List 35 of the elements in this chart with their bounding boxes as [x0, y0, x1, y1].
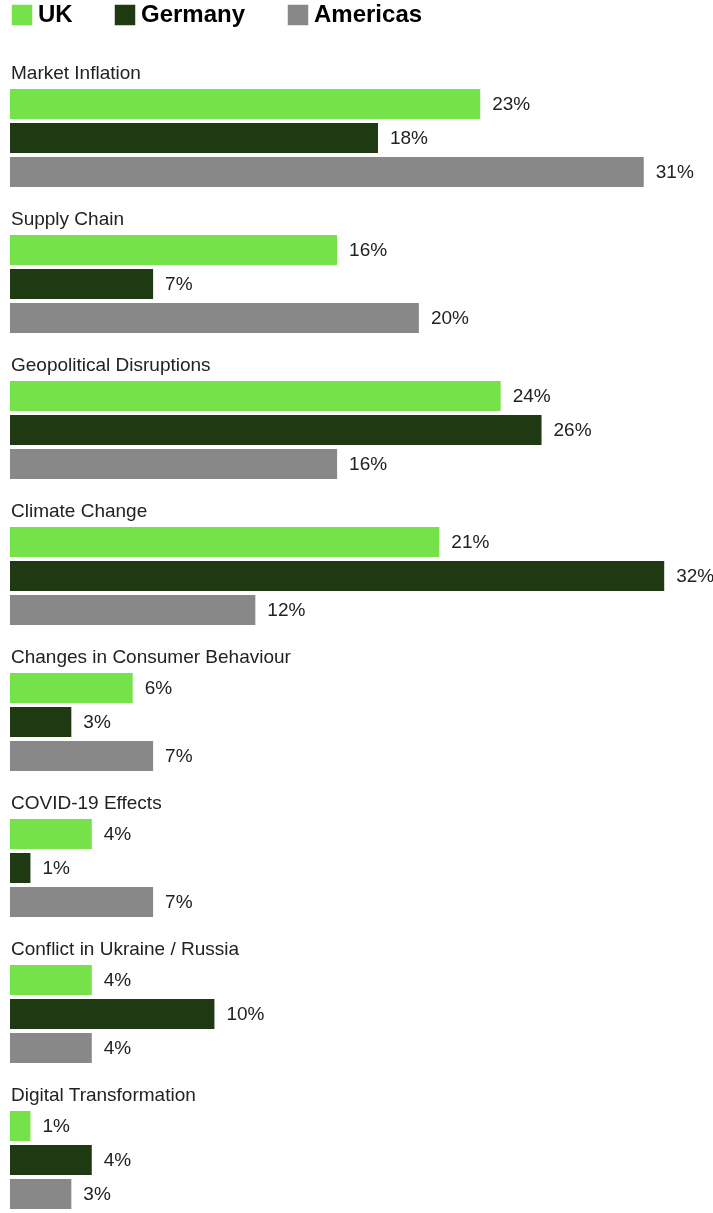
y-tick-label: Climate Change [11, 500, 148, 521]
data-label: 12% [267, 599, 306, 620]
y-tick-label: Market Inflation [11, 62, 141, 83]
data-label: 23% [492, 93, 531, 114]
data-label: 24% [512, 385, 551, 406]
legend-label: Americas [314, 0, 423, 27]
data-label: 7% [165, 273, 193, 294]
y-tick-label: Supply Chain [11, 208, 125, 229]
data-label: 4% [103, 823, 132, 844]
data-label: 16% [349, 453, 388, 474]
y-tick-label: Conflict in Ukraine / Russia [11, 938, 240, 959]
data-label: 4% [103, 1037, 132, 1058]
data-label: 6% [144, 677, 173, 698]
data-label: 31% [655, 161, 694, 182]
y-tick-label: Geopolitical Disruptions [11, 354, 211, 375]
data-label: 3% [83, 1183, 111, 1204]
data-label: 7% [165, 745, 193, 766]
data-label: 20% [430, 307, 470, 328]
data-label: 16% [349, 239, 388, 260]
data-label: 4% [103, 969, 132, 990]
y-tick-label: Changes in Consumer Behaviour [11, 646, 292, 667]
data-label: 4% [103, 1149, 132, 1170]
data-label: 10% [226, 1003, 265, 1024]
data-label: 18% [389, 127, 429, 148]
y-tick-label: Digital Transformation [11, 1084, 196, 1105]
y-tick-label: COVID-19 Effects [11, 792, 162, 813]
data-label: 3% [83, 711, 111, 732]
data-label: 21% [451, 531, 490, 552]
data-label: 1% [42, 857, 71, 878]
legend-label: Germany [141, 0, 246, 27]
data-label: 1% [42, 1115, 71, 1136]
legend-label: UK [38, 0, 74, 27]
data-label: 26% [553, 419, 592, 440]
data-label: 7% [165, 891, 193, 912]
data-label: 32% [676, 565, 713, 586]
